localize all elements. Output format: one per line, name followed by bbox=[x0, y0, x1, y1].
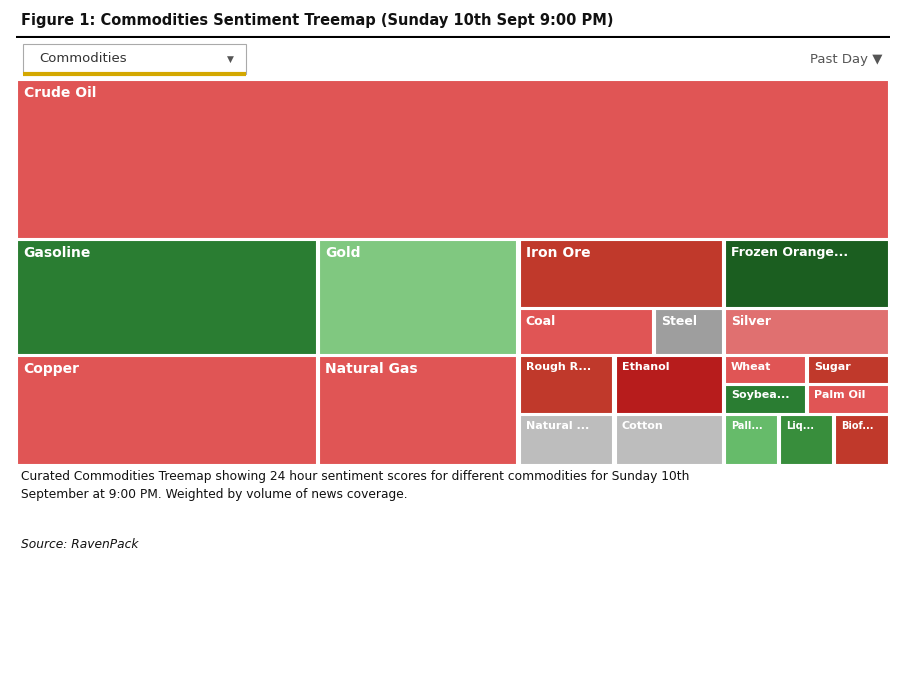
Bar bbox=[725, 309, 889, 355]
Text: Steel: Steel bbox=[661, 315, 697, 327]
Bar bbox=[808, 385, 889, 415]
Text: Rough R...: Rough R... bbox=[525, 362, 591, 371]
Bar bbox=[17, 240, 316, 355]
Bar bbox=[725, 309, 889, 355]
Text: Sugar: Sugar bbox=[814, 362, 851, 371]
Bar bbox=[808, 356, 889, 384]
Bar bbox=[725, 240, 889, 308]
Bar bbox=[725, 356, 805, 384]
Text: Coal: Coal bbox=[525, 315, 556, 327]
Text: Palm Oil: Palm Oil bbox=[814, 390, 865, 401]
Bar bbox=[725, 385, 805, 415]
Text: Commodities: Commodities bbox=[39, 52, 127, 66]
FancyBboxPatch shape bbox=[24, 44, 246, 74]
Bar bbox=[808, 356, 889, 384]
Bar bbox=[520, 240, 723, 308]
Bar bbox=[780, 415, 833, 464]
Bar bbox=[520, 356, 613, 415]
Bar bbox=[520, 415, 613, 464]
Bar bbox=[17, 80, 889, 239]
Bar bbox=[520, 309, 653, 355]
Bar bbox=[319, 240, 517, 355]
Bar bbox=[616, 415, 723, 464]
Bar bbox=[780, 415, 833, 464]
Bar bbox=[725, 240, 889, 308]
Bar bbox=[520, 240, 723, 308]
Text: Cotton: Cotton bbox=[622, 421, 663, 431]
Text: ▼: ▼ bbox=[226, 54, 234, 64]
Text: Curated Commodities Treemap showing 24 hour sentiment scores for different commo: Curated Commodities Treemap showing 24 h… bbox=[21, 470, 689, 501]
Text: Crude Oil: Crude Oil bbox=[24, 87, 96, 101]
Text: Silver: Silver bbox=[731, 315, 771, 327]
Bar bbox=[725, 385, 805, 415]
Bar bbox=[17, 356, 316, 464]
Bar bbox=[520, 309, 653, 355]
Bar bbox=[655, 309, 723, 355]
Bar bbox=[655, 309, 723, 355]
Text: Natural ...: Natural ... bbox=[525, 421, 589, 431]
Text: Source: RavenPack: Source: RavenPack bbox=[21, 538, 139, 551]
Text: Past Day ▼: Past Day ▼ bbox=[810, 52, 882, 66]
Bar bbox=[319, 356, 517, 464]
Bar bbox=[17, 356, 316, 464]
Text: Ethanol: Ethanol bbox=[622, 362, 670, 371]
Bar bbox=[520, 356, 613, 415]
Text: Biof...: Biof... bbox=[841, 421, 873, 431]
Bar bbox=[616, 356, 723, 415]
Text: Pall...: Pall... bbox=[731, 421, 763, 431]
Bar bbox=[725, 356, 805, 384]
Bar bbox=[17, 80, 889, 239]
Bar bbox=[725, 415, 777, 464]
Text: Gold: Gold bbox=[325, 246, 361, 260]
Bar bbox=[319, 240, 517, 355]
Bar bbox=[520, 415, 613, 464]
Bar bbox=[616, 356, 723, 415]
Bar bbox=[17, 240, 316, 355]
Text: Frozen Orange...: Frozen Orange... bbox=[731, 246, 848, 259]
Bar bbox=[808, 385, 889, 415]
Text: Wheat: Wheat bbox=[731, 362, 771, 371]
Text: Soybea...: Soybea... bbox=[731, 390, 789, 401]
Bar bbox=[616, 415, 723, 464]
Text: Iron Ore: Iron Ore bbox=[525, 246, 591, 260]
Text: Figure 1: Commodities Sentiment Treemap (Sunday 10th Sept 9:00 PM): Figure 1: Commodities Sentiment Treemap … bbox=[21, 13, 613, 29]
Bar bbox=[835, 415, 889, 464]
Text: Natural Gas: Natural Gas bbox=[325, 362, 418, 376]
Bar bbox=[835, 415, 889, 464]
Bar bbox=[319, 356, 517, 464]
Text: Copper: Copper bbox=[24, 362, 80, 376]
Text: Liq...: Liq... bbox=[786, 421, 814, 431]
Bar bbox=[725, 415, 777, 464]
Text: Gasoline: Gasoline bbox=[24, 246, 91, 260]
